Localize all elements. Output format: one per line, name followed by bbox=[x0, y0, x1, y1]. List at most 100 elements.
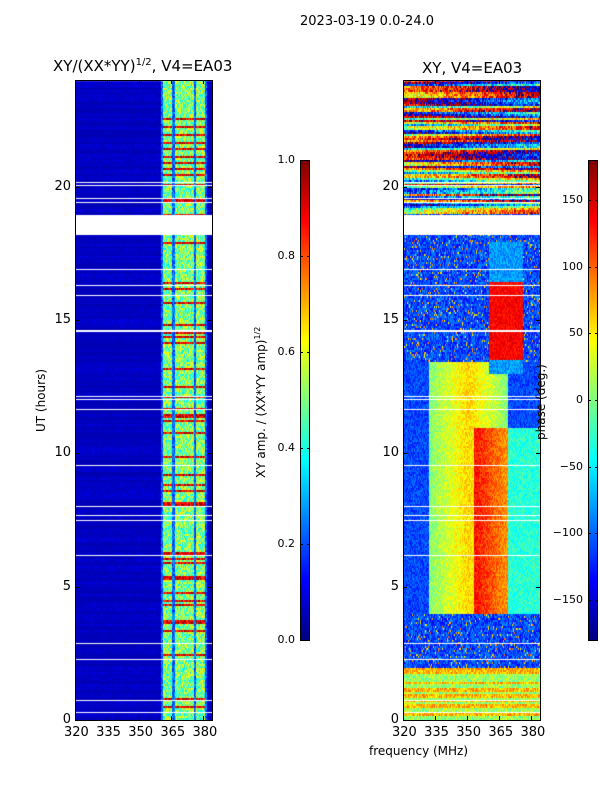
y-tick-label: 5 bbox=[390, 578, 399, 594]
y-tick-mark bbox=[208, 320, 212, 321]
colorbar-tick-mark bbox=[300, 448, 303, 449]
y-tick-mark bbox=[536, 186, 540, 188]
x-tick-mark bbox=[203, 716, 205, 720]
colorbar-tick-label: 0.8 bbox=[277, 249, 296, 262]
y-tick-mark bbox=[75, 453, 79, 455]
colorbar-tick-label: 0.2 bbox=[277, 537, 296, 550]
colorbar-tick-mark bbox=[588, 533, 591, 535]
colorbar-tick-label: −100 bbox=[552, 526, 583, 540]
phase-heatmap bbox=[403, 80, 540, 720]
y-tick-mark bbox=[403, 320, 407, 321]
y-tick-mark bbox=[208, 186, 212, 188]
colorbar-tick-label: 1.0 bbox=[277, 153, 296, 166]
shared-xlabel: frequency (MHz) bbox=[369, 744, 469, 758]
x-tick-label: 380 bbox=[192, 725, 218, 740]
x-tick-label: 350 bbox=[128, 725, 154, 740]
colorbar-tick-mark bbox=[595, 200, 598, 201]
colorbar-tick-mark bbox=[300, 256, 303, 257]
x-tick-mark bbox=[499, 716, 501, 720]
amp-colorbar bbox=[300, 160, 309, 640]
colorbar-tick-label: 0.4 bbox=[277, 441, 296, 454]
colorbar-tick-label: 0.6 bbox=[277, 345, 296, 358]
x-tick-label: 335 bbox=[96, 725, 121, 740]
y-tick-label: 15 bbox=[54, 312, 71, 327]
y-tick-label: 0 bbox=[62, 712, 71, 727]
x-tick-mark bbox=[171, 80, 173, 84]
x-tick-mark bbox=[467, 716, 469, 720]
amp-title-main: XY/(XX*YY) bbox=[53, 57, 136, 75]
colorbar-tick-mark bbox=[307, 352, 310, 353]
colorbar-tick-mark bbox=[307, 640, 310, 641]
x-tick-label: 320 bbox=[392, 725, 417, 740]
y-tick-mark bbox=[208, 586, 212, 588]
colorbar-tick-mark bbox=[300, 160, 303, 161]
colorbar-tick-mark bbox=[595, 266, 598, 268]
y-tick-mark bbox=[403, 586, 407, 588]
x-tick-mark bbox=[499, 80, 501, 84]
colorbar-tick-label: 50 bbox=[569, 326, 583, 340]
x-tick-label: 365 bbox=[488, 725, 514, 740]
x-tick-mark bbox=[107, 716, 109, 720]
x-tick-mark bbox=[75, 716, 76, 720]
amp-title-tail: , V4=EA03 bbox=[151, 57, 233, 75]
colorbar-tick-mark bbox=[307, 448, 310, 449]
amp-cb-label-main: XY amp. / (XX*YY amp) bbox=[254, 339, 268, 478]
x-tick-mark bbox=[435, 716, 437, 720]
colorbar-tick-mark bbox=[307, 256, 310, 257]
x-tick-mark bbox=[467, 80, 469, 84]
y-tick-mark bbox=[536, 720, 540, 721]
y-tick-mark bbox=[75, 320, 79, 321]
x-tick-mark bbox=[403, 80, 404, 84]
x-tick-label: 380 bbox=[520, 725, 546, 740]
y-tick-mark bbox=[536, 453, 540, 455]
y-tick-mark bbox=[403, 720, 407, 721]
phase-colorbar bbox=[588, 160, 597, 640]
colorbar-tick-mark bbox=[300, 544, 303, 545]
colorbar-tick-label: −150 bbox=[552, 593, 583, 606]
y-tick-mark bbox=[403, 186, 407, 188]
x-tick-mark bbox=[403, 716, 404, 720]
amp-title-sup: 1/2 bbox=[135, 57, 152, 68]
x-tick-label: 335 bbox=[424, 725, 449, 740]
colorbar-tick-label: −50 bbox=[559, 459, 583, 473]
x-tick-mark bbox=[435, 80, 437, 84]
y-tick-label: 10 bbox=[382, 445, 399, 461]
y-tick-label: 15 bbox=[382, 312, 399, 327]
x-tick-mark bbox=[139, 80, 141, 84]
x-tick-label: 350 bbox=[456, 725, 482, 740]
y-tick-mark bbox=[208, 720, 212, 721]
colorbar-tick-mark bbox=[595, 533, 598, 535]
colorbar-tick-mark bbox=[588, 400, 591, 401]
colorbar-tick-label: 0 bbox=[576, 393, 583, 406]
y-tick-mark bbox=[75, 586, 79, 588]
y-tick-label: 0 bbox=[390, 712, 399, 727]
x-tick-label: 365 bbox=[160, 725, 186, 740]
colorbar-tick-mark bbox=[595, 333, 598, 335]
x-tick-mark bbox=[203, 80, 205, 84]
phase-plot-title: XY, V4=EA03 bbox=[422, 59, 523, 77]
x-tick-mark bbox=[139, 716, 141, 720]
colorbar-tick-label: 0.0 bbox=[277, 633, 296, 646]
amp-axes-frame bbox=[75, 80, 213, 721]
colorbar-tick-label: 100 bbox=[562, 259, 583, 273]
y-tick-label: 20 bbox=[54, 178, 71, 194]
x-tick-mark bbox=[75, 80, 76, 84]
y-tick-mark bbox=[75, 720, 79, 721]
amp-colorbar-frame bbox=[300, 160, 310, 641]
colorbar-tick-label: 150 bbox=[562, 193, 583, 206]
colorbar-tick-mark bbox=[307, 544, 310, 545]
y-tick-mark bbox=[536, 320, 540, 321]
amp-ylabel: UT (hours) bbox=[34, 368, 48, 432]
y-tick-label: 20 bbox=[382, 178, 399, 194]
colorbar-tick-mark bbox=[300, 352, 303, 353]
colorbar-tick-mark bbox=[595, 600, 598, 601]
colorbar-tick-mark bbox=[595, 466, 598, 468]
amp-cb-label-sup: 1/2 bbox=[253, 326, 262, 340]
x-tick-mark bbox=[107, 80, 109, 84]
figure-suptitle: 2023-03-19 0.0-24.0 bbox=[300, 14, 434, 29]
x-tick-mark bbox=[171, 716, 173, 720]
colorbar-tick-mark bbox=[588, 333, 591, 335]
x-tick-mark bbox=[531, 80, 533, 84]
y-tick-mark bbox=[75, 186, 79, 188]
